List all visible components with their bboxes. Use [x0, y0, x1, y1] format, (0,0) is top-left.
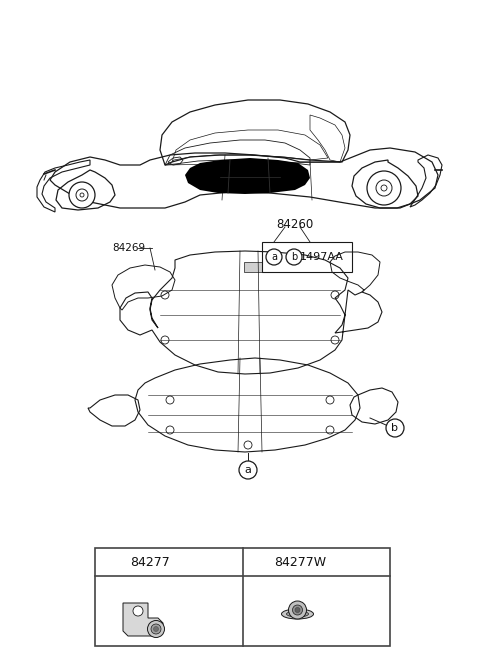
Text: 84260: 84260 [276, 219, 313, 231]
Circle shape [266, 249, 282, 265]
Text: a: a [271, 252, 277, 262]
Text: 84269: 84269 [112, 243, 145, 253]
Circle shape [286, 249, 302, 265]
Circle shape [326, 426, 334, 434]
Circle shape [166, 426, 174, 434]
Polygon shape [185, 158, 310, 194]
Text: 84277: 84277 [130, 555, 170, 569]
Ellipse shape [281, 609, 313, 619]
Circle shape [161, 291, 169, 299]
Bar [244, 262, 262, 272]
Circle shape [331, 336, 339, 344]
Text: 84277W: 84277W [275, 555, 326, 569]
Ellipse shape [287, 611, 309, 617]
Circle shape [331, 291, 339, 299]
Bar [95, 548, 390, 646]
Circle shape [105, 554, 121, 570]
Circle shape [386, 419, 404, 437]
Circle shape [292, 605, 302, 615]
Circle shape [133, 606, 143, 616]
Circle shape [367, 171, 401, 205]
Bar [262, 242, 352, 272]
Circle shape [69, 182, 95, 208]
Circle shape [295, 607, 300, 612]
Text: 1497AA: 1497AA [300, 252, 344, 262]
Text: b: b [291, 252, 297, 262]
Text: b: b [392, 423, 398, 433]
Circle shape [252, 554, 268, 570]
Text: a: a [110, 557, 116, 567]
Circle shape [154, 626, 158, 631]
Polygon shape [123, 603, 163, 636]
Text: b: b [257, 557, 264, 567]
Circle shape [326, 396, 334, 404]
Circle shape [239, 461, 257, 479]
Circle shape [244, 441, 252, 449]
Circle shape [161, 336, 169, 344]
Circle shape [147, 620, 165, 637]
Circle shape [166, 396, 174, 404]
Circle shape [288, 601, 307, 619]
Circle shape [151, 624, 161, 634]
Text: a: a [245, 465, 252, 475]
